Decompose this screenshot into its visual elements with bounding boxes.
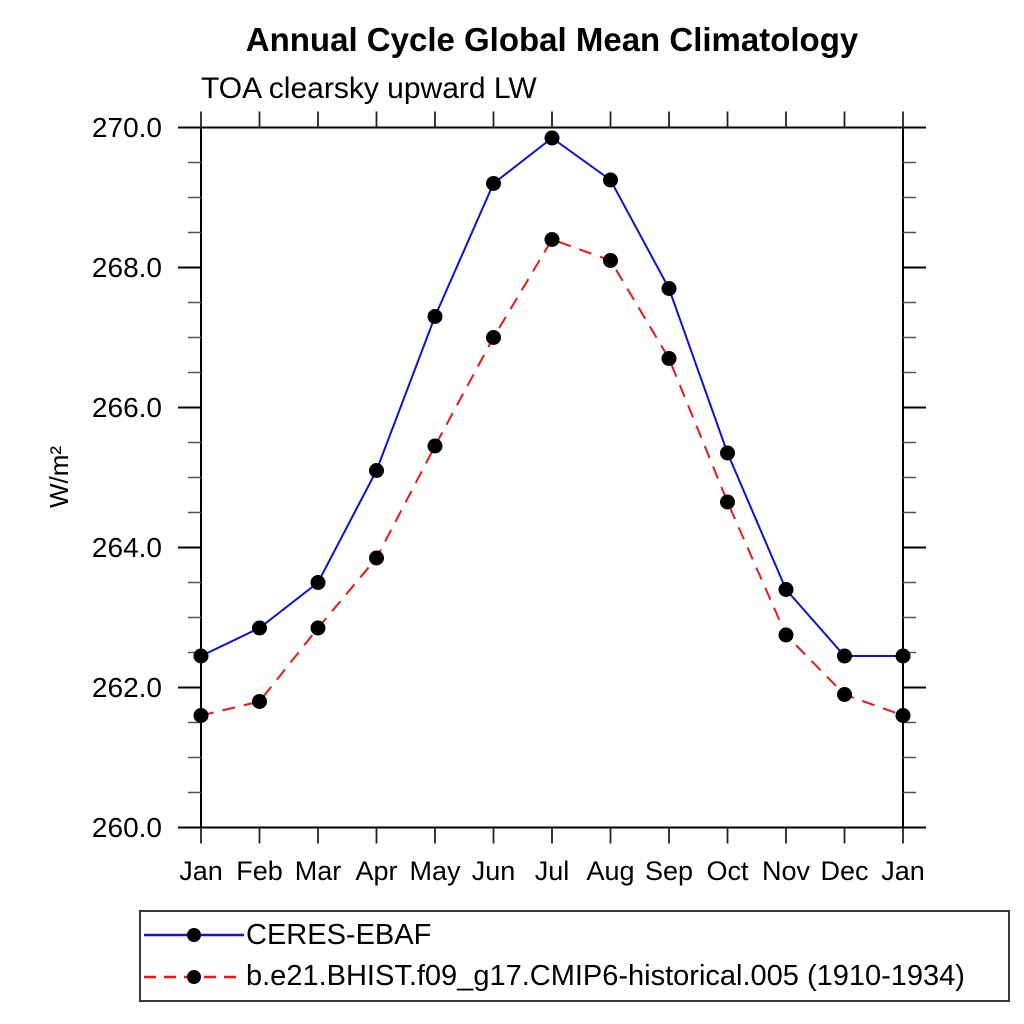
legend-entry-0: CERES-EBAF (144, 917, 1008, 953)
x-tick-label: May (409, 856, 461, 886)
data-point-marker (486, 330, 501, 345)
data-point-marker (310, 575, 326, 590)
data-point-marker (661, 351, 677, 366)
data-point-marker (895, 708, 911, 723)
legend-box: CERES-EBAF b.e21.BHIST.f09_g17.CMIP6-hist… (139, 910, 1010, 1002)
series-line-1 (200, 238, 904, 717)
x-tick-label: Nov (762, 856, 811, 886)
data-point-marker (369, 463, 384, 478)
y-axis-title: W/m² (44, 446, 74, 508)
data-point-marker (193, 648, 209, 664)
x-tick-label: Oct (706, 856, 749, 886)
y-tick-label: 270.0 (92, 112, 162, 143)
data-point-marker (252, 620, 267, 636)
data-point-marker (603, 253, 618, 268)
x-tick-label: Jul (535, 856, 570, 886)
data-point-marker (603, 172, 618, 188)
data-point-marker (837, 648, 852, 664)
y-tick-label: 260.0 (92, 812, 162, 843)
legend-entry-1: b.e21.BHIST.f09_g17.CMIP6-historical.005… (144, 959, 1008, 995)
chart-subtitle: TOA clearsky upward LW (201, 72, 537, 105)
data-point-marker (778, 627, 794, 643)
x-tick-label: Mar (295, 856, 342, 886)
y-axis-minor-ticks (188, 161, 916, 794)
legend-line-sample-1 (144, 969, 244, 984)
data-point-marker (252, 694, 267, 709)
x-tick-label: Jun (472, 856, 516, 886)
data-point-marker (486, 176, 501, 191)
data-point-marker (369, 550, 384, 566)
legend-marker-icon (187, 969, 201, 984)
y-tick-label: 262.0 (92, 672, 162, 703)
data-point-marker (310, 620, 326, 636)
chart-title: Annual Cycle Global Mean Climatology (245, 21, 859, 58)
data-point-marker (427, 309, 443, 324)
data-point-marker (661, 281, 677, 296)
data-point-marker (427, 438, 443, 454)
data-point-marker (895, 648, 911, 664)
series-markers-0 (193, 130, 911, 664)
legend-label-1: b.e21.BHIST.f09_g17.CMIP6-historical.005… (246, 960, 965, 993)
series-markers-1 (193, 232, 911, 723)
legend-label-0: CERES-EBAF (246, 918, 432, 951)
y-tick-label: 268.0 (92, 252, 162, 283)
x-tick-label: Jan (179, 856, 223, 886)
x-tick-label: Dec (820, 856, 868, 886)
x-tick-label: Jan (881, 856, 925, 886)
x-axis-ticks (200, 111, 904, 844)
data-point-marker (193, 708, 209, 723)
y-tick-label: 266.0 (92, 392, 162, 423)
x-tick-label: Aug (586, 856, 634, 886)
legend-line-sample-0 (144, 928, 244, 943)
data-point-marker (778, 582, 794, 597)
y-axis-major-ticks (178, 126, 926, 829)
legend-marker-icon (187, 928, 201, 943)
data-point-marker (720, 494, 735, 510)
data-point-marker (837, 687, 852, 702)
series-line-0 (200, 136, 903, 657)
x-tick-label: Apr (355, 856, 397, 886)
x-tick-label: Feb (236, 856, 283, 886)
data-point-marker (544, 130, 560, 146)
y-tick-label: 264.0 (92, 532, 162, 563)
data-point-marker (720, 445, 735, 461)
x-tick-label: Sep (645, 856, 693, 886)
data-point-marker (544, 232, 560, 247)
